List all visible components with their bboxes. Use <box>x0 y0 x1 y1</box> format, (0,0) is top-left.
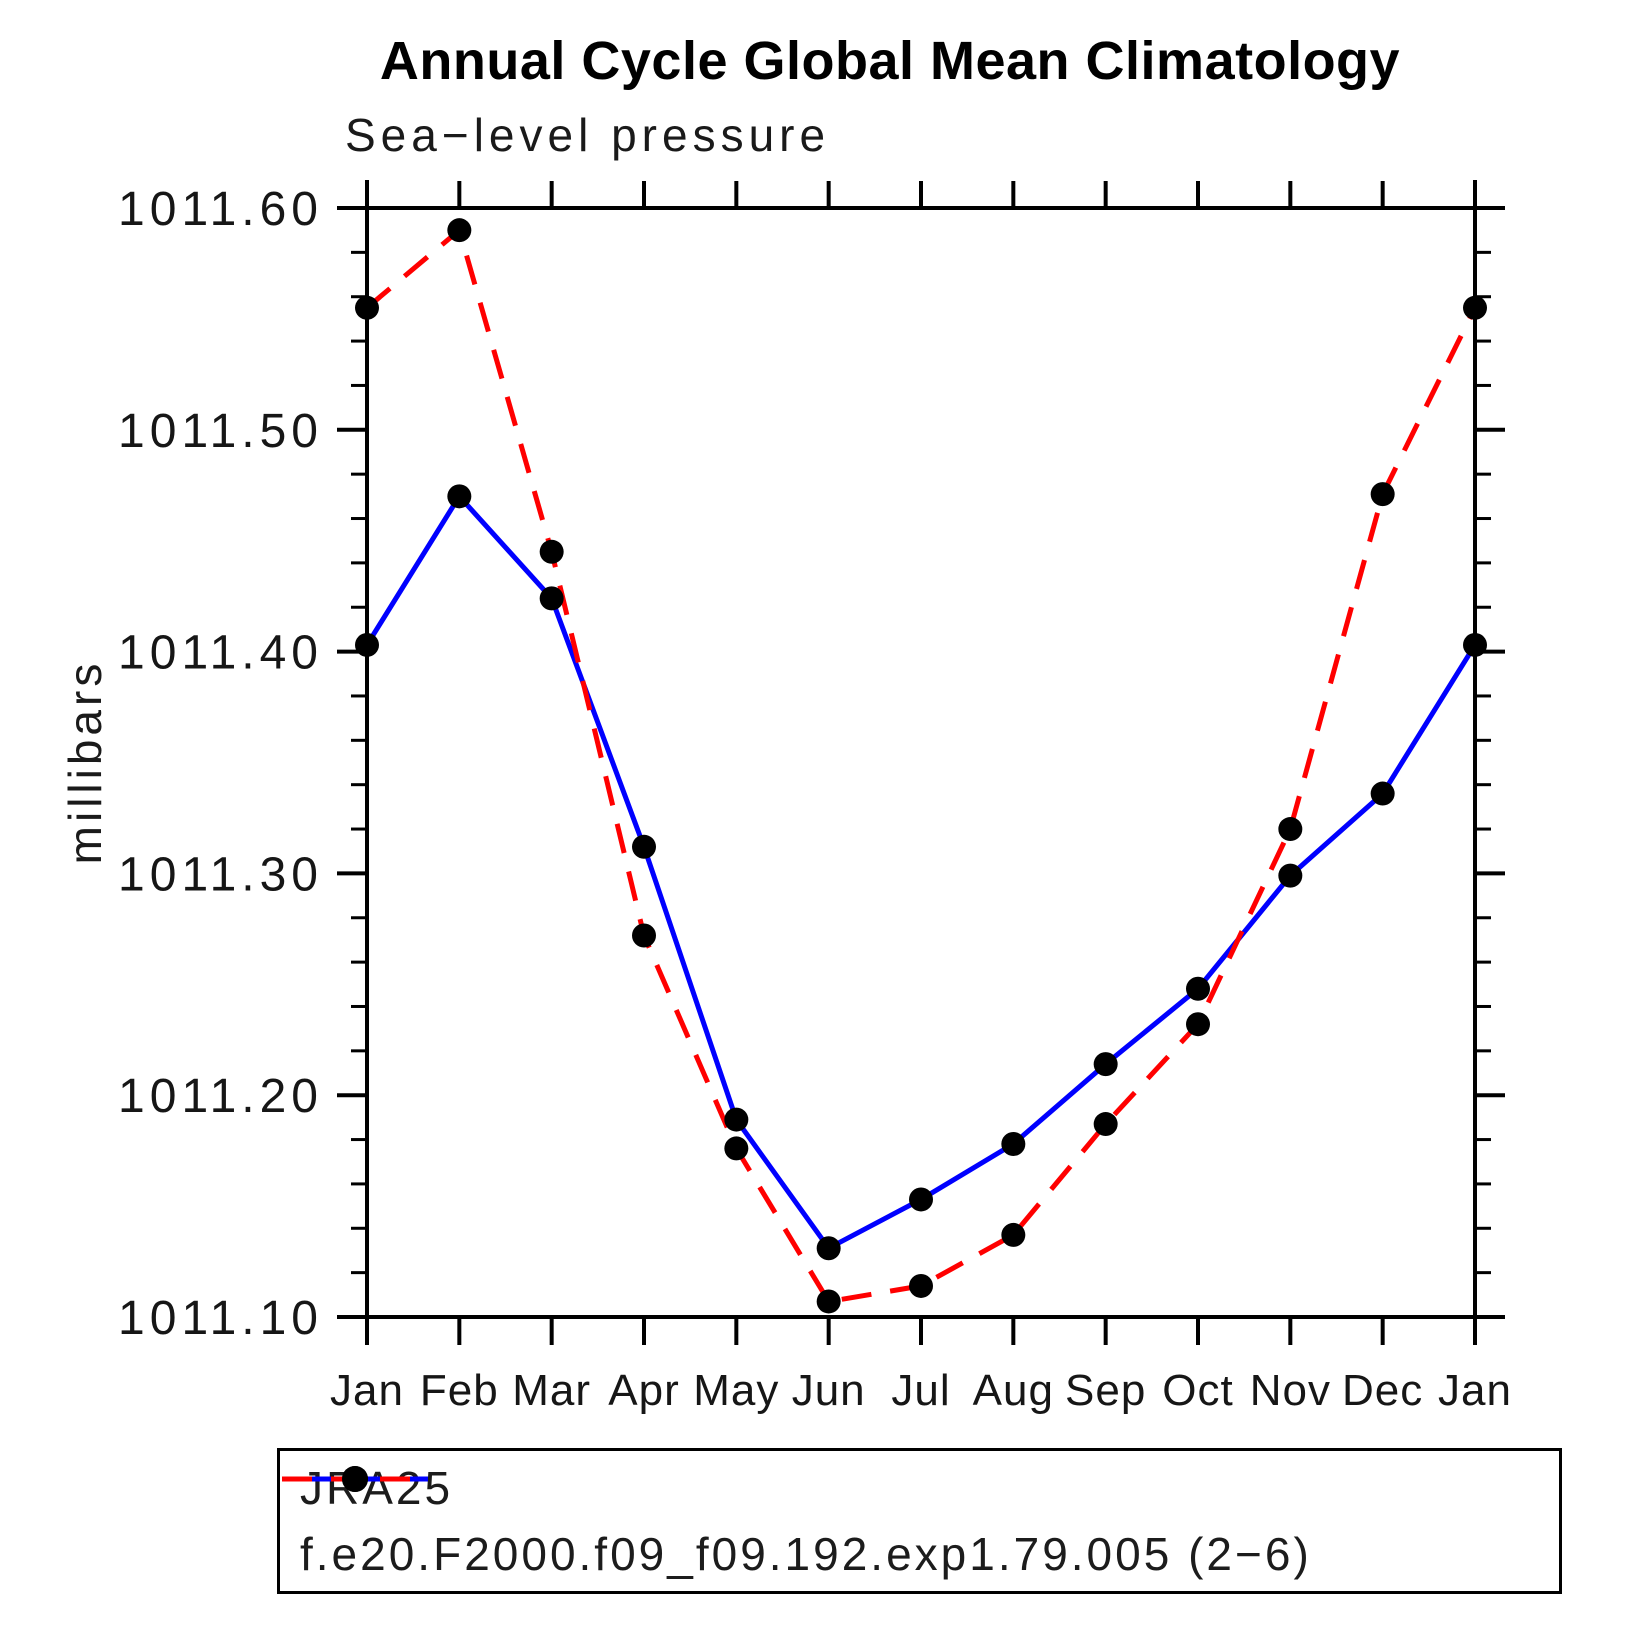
chart-subtitle: Sea−level pressure <box>345 109 831 161</box>
jra25-marker <box>355 632 379 657</box>
model-marker <box>1370 482 1395 507</box>
jra25-line <box>364 492 1478 1252</box>
legend-box: JRA25 f.e20.F2000.f09_f09.192.exp1.79.00… <box>277 1448 1562 1594</box>
model-marker <box>909 1273 933 1298</box>
jra25-marker <box>1463 632 1487 657</box>
model-marker <box>1278 817 1303 842</box>
x-tick-label: Feb <box>420 1366 499 1415</box>
jra25-marker <box>1370 781 1395 806</box>
x-tick-label: Jan <box>330 1366 404 1415</box>
model-line <box>365 225 1478 1305</box>
legend-row-model: f.e20.F2000.f09_f09.192.exp1.79.005 (2−6… <box>282 1466 1559 1582</box>
jra25-marker <box>816 1236 841 1261</box>
x-tick-label: Dec <box>1342 1366 1423 1415</box>
y-tick-label: 1011.50 <box>118 405 323 458</box>
model-marker <box>724 1136 749 1161</box>
model-marker <box>355 295 379 320</box>
jra25-marker <box>1278 863 1303 888</box>
y-tick-label: 1011.20 <box>118 1070 323 1123</box>
x-tick-label: Aug <box>973 1366 1054 1415</box>
x-tick-label: Jul <box>891 1366 950 1415</box>
jra25-marker <box>909 1187 933 1212</box>
x-tick-label: Nov <box>1250 1366 1331 1415</box>
model-marker <box>1186 1012 1210 1037</box>
x-tick-label: Sep <box>1065 1366 1146 1415</box>
jra25-marker <box>632 834 656 859</box>
y-tick-label: 1011.10 <box>118 1292 323 1345</box>
x-tick-label: Jun <box>792 1366 866 1415</box>
x-tick-label: Oct <box>1162 1366 1233 1415</box>
jra25-marker <box>539 586 564 611</box>
model-marker <box>1001 1222 1026 1247</box>
x-tick-label: Apr <box>608 1366 679 1415</box>
legend-line-sample-model <box>282 1466 428 1492</box>
jra25-marker <box>1093 1052 1118 1077</box>
model-marker <box>447 218 472 243</box>
x-tick-label: Jan <box>1438 1366 1512 1415</box>
y-tick-label: 1011.30 <box>118 848 323 901</box>
chart-title: Annual Cycle Global Mean Climatology <box>379 31 1401 91</box>
model-marker <box>539 539 564 564</box>
jra25-marker <box>447 484 472 509</box>
model-marker <box>816 1289 841 1314</box>
y-tick-label: 1011.60 <box>118 183 323 236</box>
model-marker <box>1093 1112 1118 1137</box>
jra25-marker <box>1001 1131 1026 1156</box>
jra25-marker <box>724 1107 749 1132</box>
x-tick-label: May <box>693 1366 779 1415</box>
legend-row-jra25: JRA25 <box>282 1460 1559 1516</box>
legend-label-jra25: JRA25 <box>300 1462 454 1515</box>
legend-label-model: f.e20.F2000.f09_f09.192.exp1.79.005 (2−6… <box>300 1527 1312 1580</box>
y-tick-label: 1011.40 <box>118 627 323 680</box>
model-marker <box>1463 295 1487 320</box>
model-marker <box>632 923 656 948</box>
legend-marker-icon <box>342 1466 368 1492</box>
jra25-marker <box>1186 976 1210 1001</box>
x-tick-label: Mar <box>512 1366 591 1415</box>
